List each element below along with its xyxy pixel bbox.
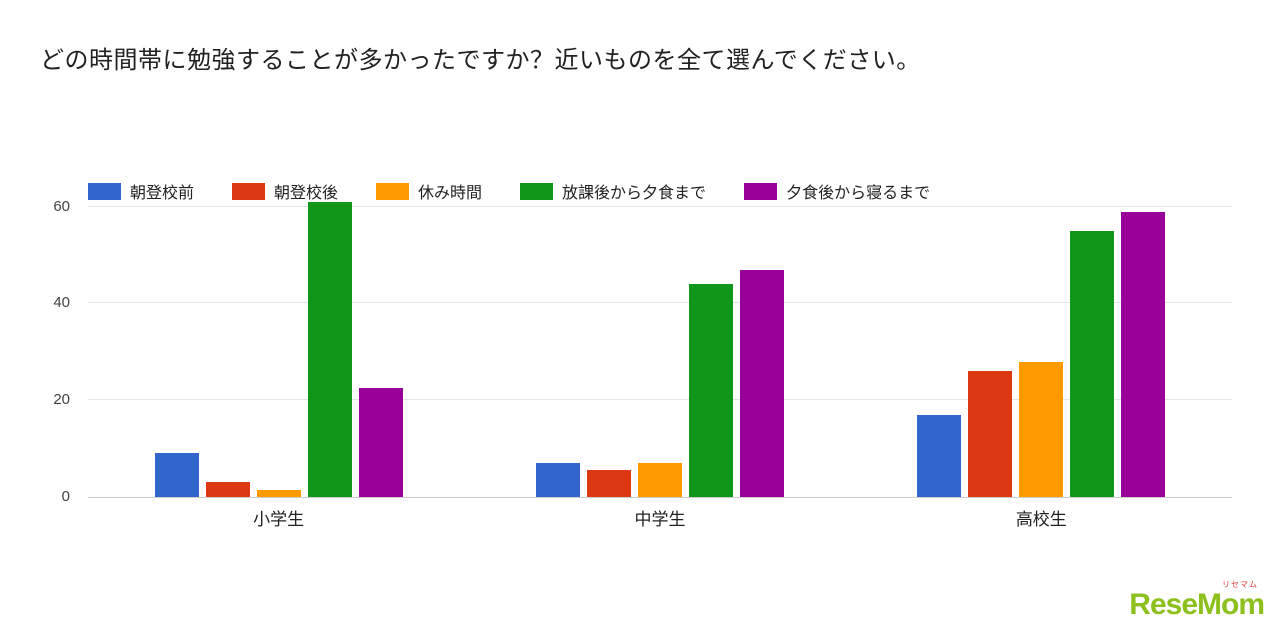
bar	[535, 463, 580, 497]
legend-item: 休み時間	[376, 179, 482, 203]
resemom-logo-text: ReseMom	[1129, 588, 1265, 621]
legend-label: 休み時間	[418, 185, 483, 202]
y-tick-label: 60	[53, 197, 70, 215]
bar	[256, 489, 301, 497]
bar	[154, 453, 199, 497]
legend-color-swatch	[520, 182, 554, 200]
bar	[968, 371, 1013, 497]
x-axis-labels: 小学生 中学生 高校生	[88, 505, 1232, 530]
legend-color-swatch	[744, 182, 778, 200]
chart-title: どの時間帯に勉強することが多かったですか？近いものを全て選んでください。	[40, 47, 921, 74]
gridline	[88, 302, 1232, 304]
y-tick-label: 20	[53, 391, 70, 409]
bar	[358, 388, 403, 497]
legend-color-swatch	[376, 182, 410, 200]
legend-label: 朝登校前	[130, 185, 195, 202]
legend-color-swatch	[88, 182, 121, 200]
bar-group-中学生	[469, 197, 850, 497]
plot-area: 0 20 40 60	[53, 197, 1232, 505]
bar	[917, 414, 962, 497]
bar	[1121, 211, 1166, 497]
gridline	[88, 399, 1232, 401]
bar	[688, 284, 733, 497]
bar	[739, 269, 784, 497]
x-axis-category-label: 高校生	[1015, 510, 1067, 529]
bar	[1019, 361, 1064, 497]
y-tick-label: 0	[61, 488, 70, 505]
legend-item: 朝登校前	[88, 179, 194, 203]
bar	[1070, 230, 1115, 497]
legend-label: 放課後から夕食まで	[562, 185, 707, 202]
chart-legend: 朝登校前 朝登校後 休み時間 放課後から夕食まで 夕食後から寝るまで	[88, 179, 930, 203]
bar	[586, 470, 631, 497]
bar-groups	[88, 197, 1232, 497]
gridline	[88, 205, 1232, 207]
bar-group-高校生	[851, 197, 1232, 497]
y-tick-label: 40	[53, 294, 70, 312]
x-axis-category-label: 小学生	[253, 510, 305, 529]
bar	[307, 201, 352, 497]
legend-color-swatch	[232, 182, 266, 200]
bar	[637, 463, 682, 497]
resemom-logo: リセマム ReseMom	[1129, 580, 1265, 621]
legend-label: 夕食後から寝るまで	[786, 185, 931, 202]
resemom-logo-ruby: リセマム	[1222, 580, 1258, 589]
bar	[205, 482, 250, 497]
x-axis-category-label: 中学生	[634, 510, 686, 529]
legend-item: 朝登校後	[232, 179, 338, 203]
legend-item: 放課後から夕食まで	[520, 179, 706, 203]
legend-item: 夕食後から寝るまで	[744, 179, 930, 203]
legend-label: 朝登校後	[274, 185, 339, 202]
bar-group-小学生	[88, 197, 469, 497]
